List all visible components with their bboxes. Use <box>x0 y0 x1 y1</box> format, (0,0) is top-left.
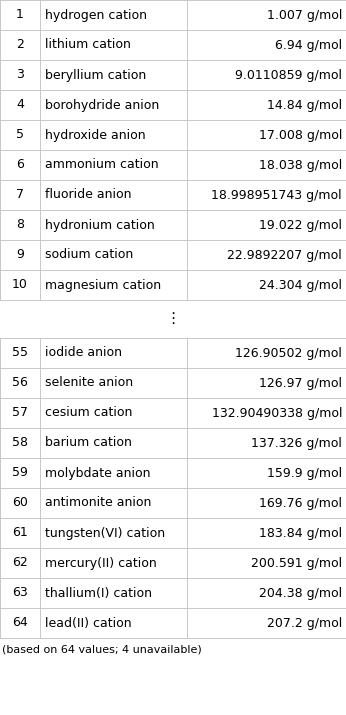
Text: 2: 2 <box>16 39 24 51</box>
Text: 1: 1 <box>16 9 24 21</box>
Text: 183.84 g/mol: 183.84 g/mol <box>259 526 342 540</box>
Text: hydrogen cation: hydrogen cation <box>45 9 147 21</box>
Text: tungsten(VI) cation: tungsten(VI) cation <box>45 526 165 540</box>
Text: 137.326 g/mol: 137.326 g/mol <box>251 436 342 450</box>
Text: hydronium cation: hydronium cation <box>45 219 155 232</box>
Text: 10: 10 <box>12 279 28 292</box>
Text: 63: 63 <box>12 586 28 599</box>
Text: fluoride anion: fluoride anion <box>45 189 131 202</box>
Text: beryllium cation: beryllium cation <box>45 69 146 82</box>
Text: sodium cation: sodium cation <box>45 249 133 262</box>
Text: iodide anion: iodide anion <box>45 347 122 360</box>
Text: 207.2 g/mol: 207.2 g/mol <box>267 616 342 629</box>
Text: 60: 60 <box>12 496 28 510</box>
Text: 169.76 g/mol: 169.76 g/mol <box>259 496 342 510</box>
Text: thallium(I) cation: thallium(I) cation <box>45 586 152 599</box>
Text: 9: 9 <box>16 249 24 262</box>
Text: 61: 61 <box>12 526 28 540</box>
Text: 24.304 g/mol: 24.304 g/mol <box>259 279 342 292</box>
Text: molybdate anion: molybdate anion <box>45 466 150 480</box>
Text: 8: 8 <box>16 219 24 232</box>
Text: 55: 55 <box>12 347 28 360</box>
Text: 6.94 g/mol: 6.94 g/mol <box>275 39 342 51</box>
Text: 18.998951743 g/mol: 18.998951743 g/mol <box>211 189 342 202</box>
Text: 19.022 g/mol: 19.022 g/mol <box>259 219 342 232</box>
Text: 6: 6 <box>16 159 24 172</box>
Text: 14.84 g/mol: 14.84 g/mol <box>267 99 342 112</box>
Text: 5: 5 <box>16 129 24 142</box>
Text: 22.9892207 g/mol: 22.9892207 g/mol <box>227 249 342 262</box>
Text: lithium cation: lithium cation <box>45 39 131 51</box>
Text: 1.007 g/mol: 1.007 g/mol <box>267 9 342 21</box>
Text: 126.97 g/mol: 126.97 g/mol <box>259 377 342 390</box>
Text: ammonium cation: ammonium cation <box>45 159 158 172</box>
Text: magnesium cation: magnesium cation <box>45 279 161 292</box>
Text: hydroxide anion: hydroxide anion <box>45 129 145 142</box>
Text: 58: 58 <box>12 436 28 450</box>
Text: 3: 3 <box>16 69 24 82</box>
Text: 159.9 g/mol: 159.9 g/mol <box>267 466 342 480</box>
Text: 17.008 g/mol: 17.008 g/mol <box>258 129 342 142</box>
Text: borohydride anion: borohydride anion <box>45 99 159 112</box>
Text: 132.90490338 g/mol: 132.90490338 g/mol <box>211 407 342 420</box>
Text: 56: 56 <box>12 377 28 390</box>
Text: antimonite anion: antimonite anion <box>45 496 151 510</box>
Text: 62: 62 <box>12 556 28 570</box>
Text: cesium cation: cesium cation <box>45 407 132 420</box>
Text: 59: 59 <box>12 466 28 480</box>
Text: 57: 57 <box>12 407 28 420</box>
Text: barium cation: barium cation <box>45 436 132 450</box>
Text: 9.0110859 g/mol: 9.0110859 g/mol <box>235 69 342 82</box>
Text: 7: 7 <box>16 189 24 202</box>
Text: 18.038 g/mol: 18.038 g/mol <box>259 159 342 172</box>
Text: 200.591 g/mol: 200.591 g/mol <box>251 556 342 570</box>
Text: 4: 4 <box>16 99 24 112</box>
Text: 204.38 g/mol: 204.38 g/mol <box>259 586 342 599</box>
Text: ⋮: ⋮ <box>165 312 181 327</box>
Text: mercury(II) cation: mercury(II) cation <box>45 556 156 570</box>
Text: 126.90502 g/mol: 126.90502 g/mol <box>235 347 342 360</box>
Text: lead(II) cation: lead(II) cation <box>45 616 131 629</box>
Text: selenite anion: selenite anion <box>45 377 133 390</box>
Text: (based on 64 values; 4 unavailable): (based on 64 values; 4 unavailable) <box>2 644 202 654</box>
Text: 64: 64 <box>12 616 28 629</box>
